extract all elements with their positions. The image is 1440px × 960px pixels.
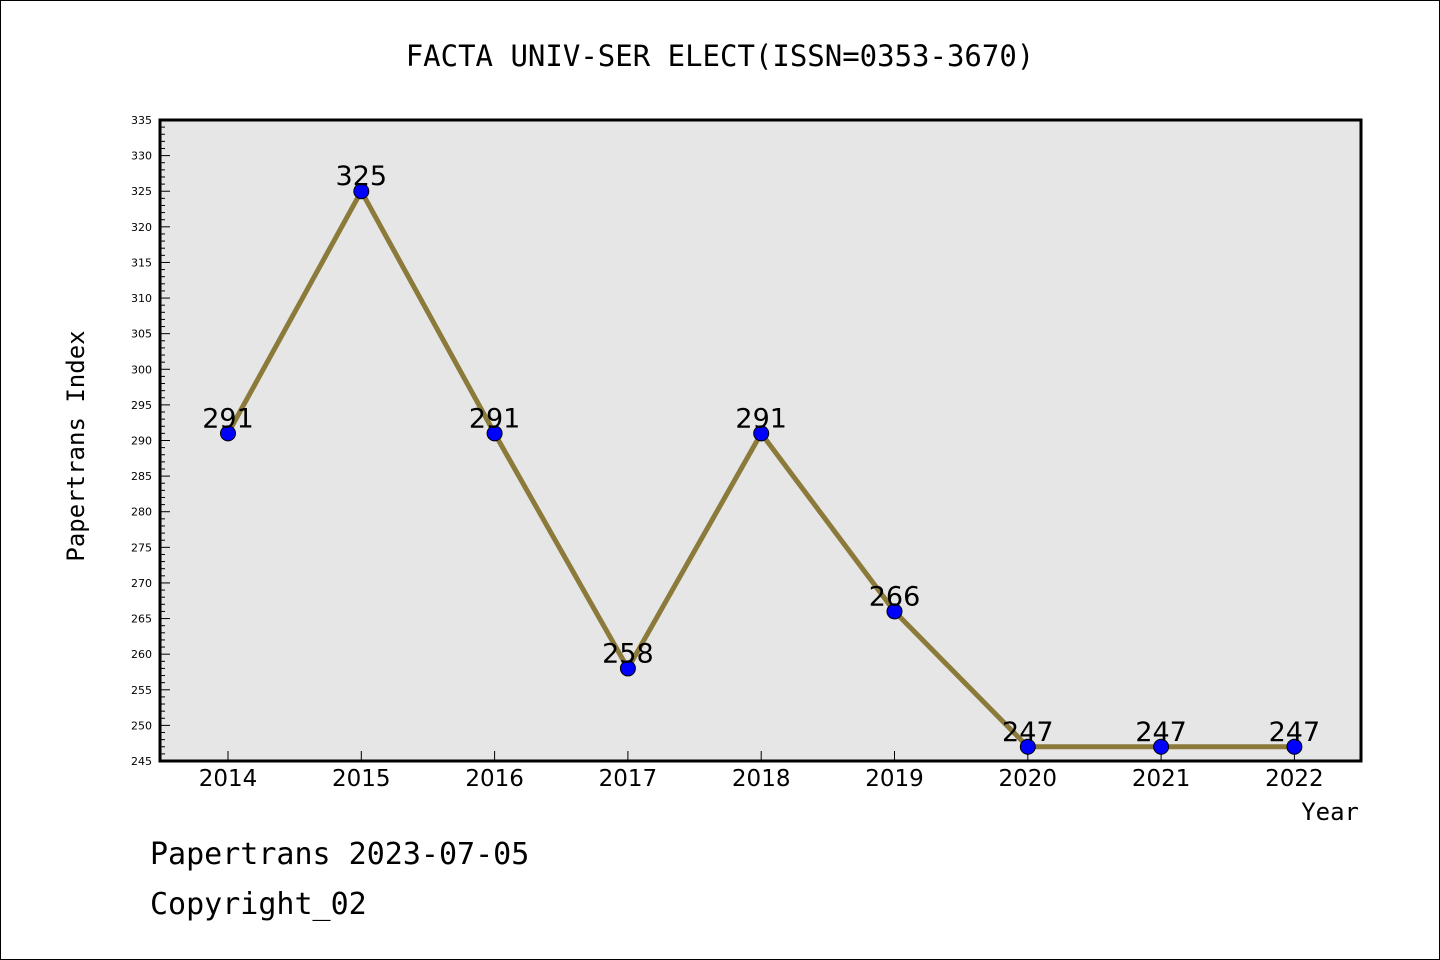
y-tick-label: 320 [131,221,152,234]
data-point [753,425,770,442]
data-label: 325 [336,161,388,192]
data-point [1019,738,1036,755]
y-axis-label: Papertrans Index [62,330,90,561]
data-point [220,425,236,442]
y-tick-label: 265 [131,613,152,626]
y-tick-label: 245 [131,755,152,768]
x-tick-label: 2017 [599,766,658,792]
y-tick-label: 335 [131,114,152,127]
x-tick-label: 2022 [1265,766,1324,792]
y-tick-label: 305 [131,328,152,341]
data-point [486,425,503,442]
x-tick-label: 2018 [732,766,791,792]
data-label: 291 [202,403,254,434]
data-label: 258 [602,638,654,669]
data-point [353,183,370,200]
data-label: 247 [1002,717,1054,748]
data-points [220,183,1303,755]
data-label: 291 [735,403,787,434]
x-tick-label: 2014 [199,766,258,792]
x-tick-label: 2015 [332,766,391,792]
x-axis-label: Year [1301,798,1359,826]
y-tick-label: 270 [131,577,152,590]
chart-title: FACTA UNIV-SER ELECT(ISSN=0353-3670) [406,39,1035,73]
data-point [1153,738,1170,755]
x-tick-label: 2019 [865,766,924,792]
data-label: 291 [469,403,521,434]
data-label: 247 [1269,717,1321,748]
data-point [619,660,636,677]
y-tick-label: 260 [131,648,152,661]
y-tick-label: 295 [131,399,152,412]
data-label: 266 [869,581,921,612]
x-tick-label: 2021 [1132,766,1191,792]
y-tick-label: 275 [131,541,152,554]
y-tick-label: 285 [131,470,152,483]
x-tick-label: 2020 [999,766,1058,792]
x-tick-label: 2016 [465,766,524,792]
y-tick-label: 250 [131,719,152,732]
y-tick-label: 325 [131,185,152,198]
y-tick-label: 315 [131,256,152,269]
y-tick-label: 280 [131,506,152,519]
plot-border [158,118,1363,763]
y-tick-label: 310 [131,292,152,305]
y-tick-label: 255 [131,684,152,697]
data-point [886,603,903,620]
y-tick-label: 300 [131,363,152,376]
data-labels: 291 325 291 258 291 266 247 247 247 [202,161,1320,748]
data-point [1286,738,1303,755]
x-axis-ticks: 2014 2015 2016 2017 2018 2019 2020 2021 2022 [199,751,1324,792]
y-tick-label: 330 [131,150,152,163]
y-axis-ticks: 245 250 255 260 265 270 275 280 285 290 295 300 305 3… [131,114,170,768]
y-tick-label: 290 [131,435,152,448]
footer-copyright: Copyright_02 [150,887,367,922]
footer-date: Papertrans 2023-07-05 [150,837,529,872]
data-label: 247 [1135,717,1187,748]
